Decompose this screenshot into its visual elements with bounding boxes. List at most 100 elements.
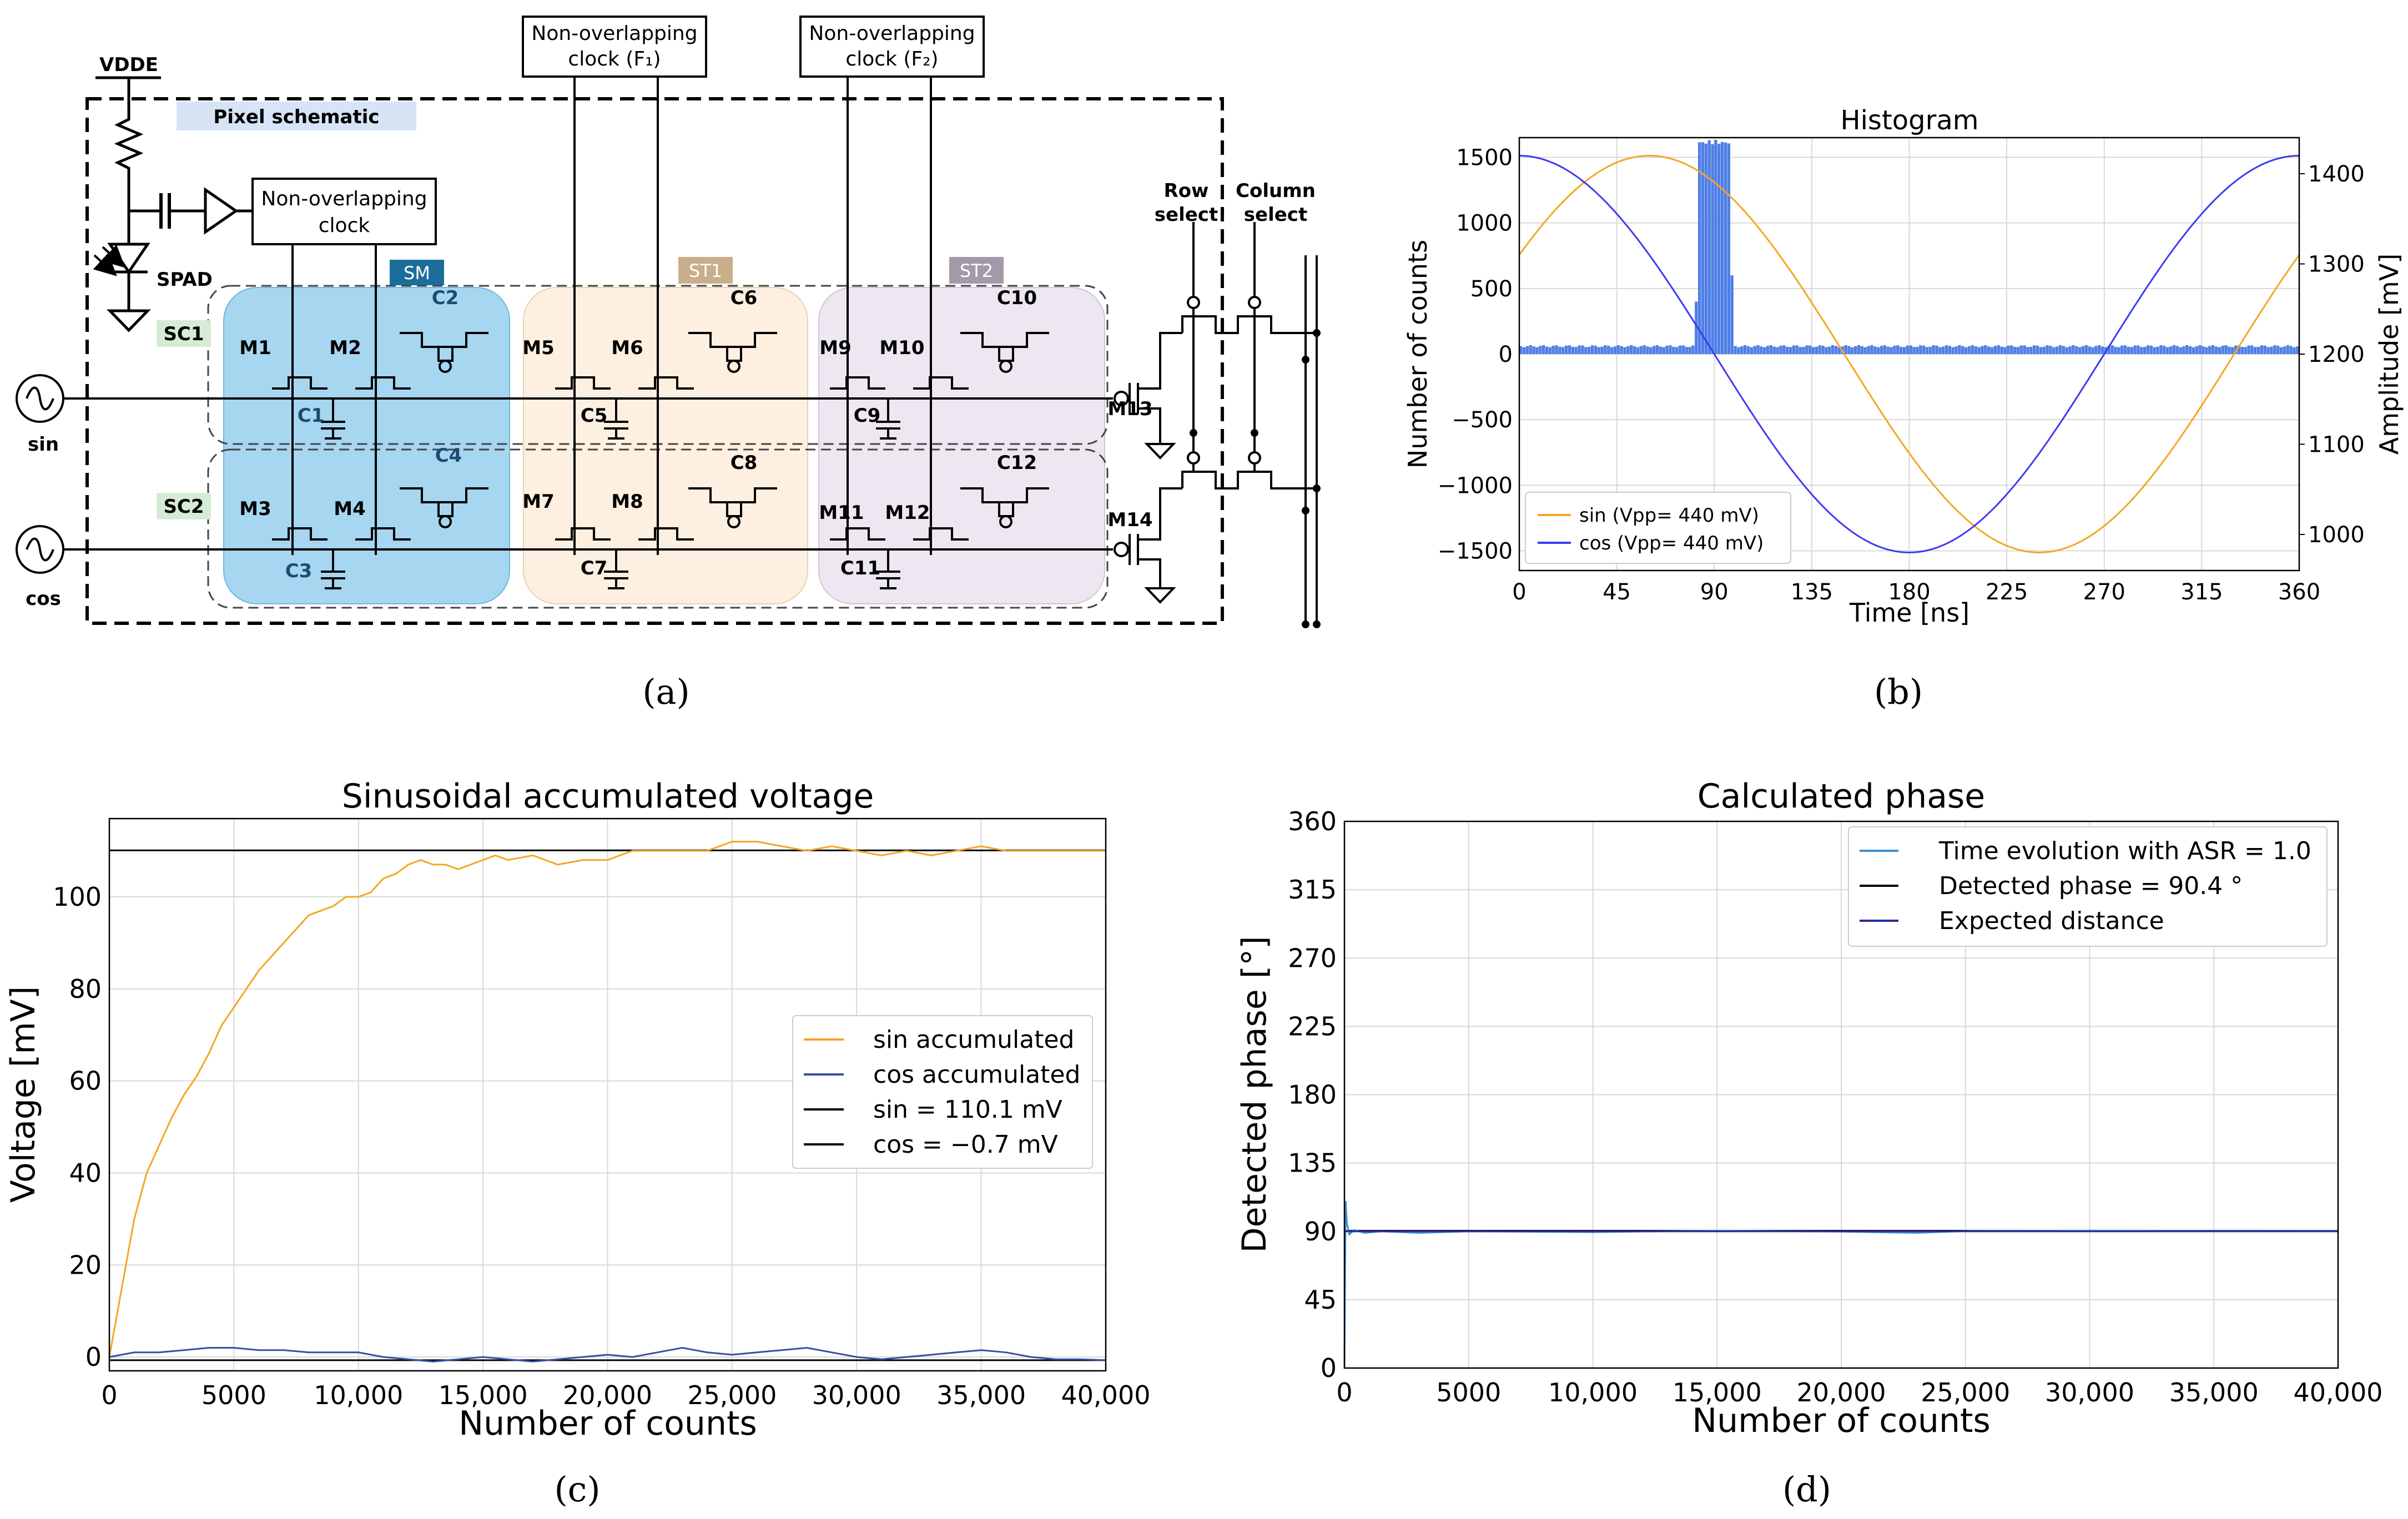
hist-bar [1857,345,1861,354]
hist-bar [1626,346,1630,354]
hist-bar [1977,347,1981,354]
b-xtick-label: 225 [1986,579,2028,605]
hist-bar [2224,345,2228,354]
local-noc-line1: Non-overlapping [261,188,427,210]
hist-bar [1607,346,1610,354]
hist-bar [2088,346,2091,354]
hist-bar [1909,345,1912,354]
hist-bar [1919,345,1922,354]
hist-bar [1760,346,1763,354]
hist-bar [2163,346,2166,354]
hist-bar [1724,142,1727,354]
hist-bar [1928,346,1932,354]
st1-tag [678,257,733,284]
hist-bar [2179,347,2182,354]
chart-d-ylabel: Detected phase [°] [1235,936,1274,1253]
hist-bar [1714,140,1717,354]
b-ytick-left: 1000 [1456,211,1513,236]
hist-bar [2110,345,2114,354]
hist-bar [1925,347,1929,354]
sin-accumulated-series [108,841,1106,1357]
hist-bar [1685,347,1688,354]
m4-label: M4 [334,498,366,520]
legend-c-cos: cos accumulated [873,1061,1080,1089]
hist-bar [2003,347,2007,354]
d-ytick-label: 270 [1288,943,1337,973]
hist-bar [1789,347,1792,354]
hist-bar [2052,347,2056,354]
hist-bar [1993,346,1997,354]
hist-bar [2202,346,2205,354]
hist-bar [1922,345,1926,354]
hist-bar [1802,347,1805,354]
hist-bar [2146,345,2150,354]
hist-bar [1649,347,1653,354]
b-xtick-label: 270 [2083,579,2125,605]
hist-bar [2036,345,2039,354]
hist-bar [1873,346,1877,354]
hist-bar [2185,345,2189,354]
panel-label-c: (c) [554,1469,600,1510]
hist-bar [2247,345,2250,354]
legend-c-cos-final: cos = −0.7 mV [873,1131,1058,1159]
hist-bar [2279,347,2283,354]
b-ytick-left: −1000 [1438,473,1513,498]
hist-bar [1659,346,1663,354]
hist-bar [1535,347,1539,354]
hist-bar [2218,347,2221,354]
c10-label: C10 [997,287,1037,309]
hist-bar [2114,346,2117,354]
hist-bar [2143,346,2147,354]
legend-d-evolution: Time evolution with ASR = 1.0 [1938,837,2311,865]
hist-bar [1886,346,1890,354]
st1-label: ST1 [689,260,722,281]
cos-label: cos [26,588,61,610]
hist-bar [2283,346,2286,354]
hist-bar [1766,346,1770,354]
c-xtick-label: 15,000 [439,1380,528,1410]
hist-bar [1594,345,1597,354]
sm-tag [390,260,444,285]
m7-label: M7 [522,491,555,513]
hist-bar [1984,345,1987,354]
hist-bar [1987,346,1991,354]
hist-bar [1786,346,1789,354]
hist-bar [2256,346,2260,354]
d-xtick-label: 10,000 [1548,1377,1638,1407]
hist-bar [1763,347,1766,354]
hist-bar [1665,345,1669,354]
hist-bar [2205,347,2208,354]
hist-bar [1863,347,1867,354]
hist-bar [2254,347,2257,354]
hist-bar [1944,345,1948,354]
hist-bar [2046,345,2049,354]
hist-bar [1662,347,1665,354]
st1-region [523,287,808,604]
sm-label: SM [404,263,430,284]
hist-bar [2293,347,2296,354]
hist-bar [2266,347,2270,354]
hist-bar [1997,345,2000,354]
hist-bar [2081,346,2085,354]
b-ytick-right: 1000 [2308,522,2365,548]
b-xtick-label: 0 [1512,579,1526,605]
sc2-tag [157,493,211,519]
hist-bar [1704,143,1708,354]
local-noc-box [251,178,437,245]
f1-noc-line1: Non-overlapping [531,22,697,45]
hist-bar [2221,346,2224,354]
hist-bar [2007,345,2010,354]
chart-d-title: Calculated phase [1697,777,1985,816]
hist-bar [1753,346,1756,354]
hist-bar [2175,346,2179,354]
hist-bar [1730,275,1734,354]
hist-bar [1555,345,1558,354]
hist-bar [2120,345,2124,354]
hist-bar [1525,346,1529,354]
hist-bar [1600,346,1604,354]
d-ytick-label: 135 [1288,1148,1337,1178]
hist-bar [2091,347,2094,354]
hist-bar [1643,345,1646,354]
hist-bar [1578,345,1581,354]
hist-bar [2062,346,2065,354]
